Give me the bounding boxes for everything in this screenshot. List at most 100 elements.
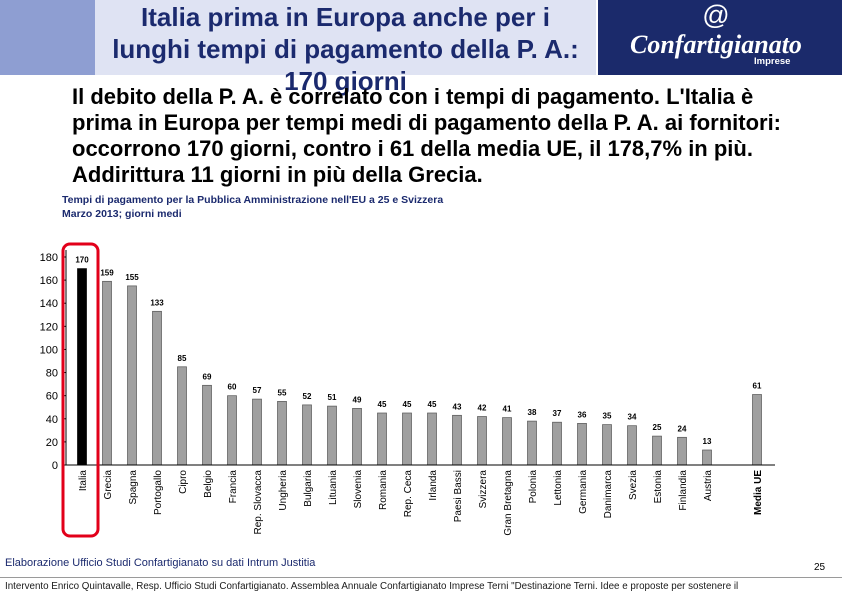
value-label-italia: 170 bbox=[75, 256, 89, 265]
logo-tagline: Imprese bbox=[754, 56, 791, 67]
value-label-danimarca: 35 bbox=[603, 412, 612, 421]
chart-heading: Tempi di pagamento per la Pubblica Ammin… bbox=[62, 193, 443, 221]
bar-portogallo bbox=[152, 310, 162, 466]
bar-italia bbox=[77, 268, 87, 466]
value-label-svezia: 34 bbox=[628, 413, 637, 422]
value-label-paesi-bassi: 43 bbox=[453, 402, 462, 411]
bar-grecia bbox=[102, 280, 112, 466]
value-label-irlanda: 45 bbox=[428, 400, 437, 409]
category-label-media-ue: Media UE bbox=[753, 470, 764, 515]
source-note: Elaborazione Ufficio Studi Confartigiana… bbox=[5, 557, 316, 569]
value-label-spagna: 155 bbox=[125, 273, 139, 282]
chart-subtitle: Marzo 2013; giorni medi bbox=[62, 208, 182, 220]
bar-francia bbox=[227, 395, 237, 466]
slide-title-line-2: lunghi tempi di pagamento della P. A.: bbox=[112, 34, 579, 64]
category-label-irlanda: Irlanda bbox=[428, 470, 439, 501]
value-label-grecia: 159 bbox=[100, 268, 114, 277]
bar-paesi-bassi bbox=[452, 414, 462, 466]
y-tick-label-140: 140 bbox=[40, 298, 58, 310]
category-label-ungheria: Ungheria bbox=[278, 470, 289, 511]
value-label-gran-bretagna: 41 bbox=[503, 405, 512, 414]
page-number: 25 bbox=[814, 562, 826, 573]
bar-svizzera bbox=[477, 416, 487, 466]
body-line-1: Il debito della P. A. è correlato con i … bbox=[72, 84, 754, 109]
category-label-francia: Francia bbox=[228, 470, 239, 504]
category-label-grecia: Grecia bbox=[103, 470, 114, 500]
slide-title: Italia prima in Europa anche per i lungh… bbox=[95, 1, 596, 97]
bar-estonia bbox=[652, 435, 662, 466]
y-tick-label-120: 120 bbox=[40, 321, 58, 333]
category-label-austria: Austria bbox=[703, 470, 714, 502]
y-tick-label-40: 40 bbox=[46, 414, 58, 426]
bar-media-ue bbox=[752, 394, 762, 466]
category-label-svezia: Svezia bbox=[628, 470, 639, 500]
value-label-austria: 13 bbox=[703, 437, 712, 446]
value-label-media-ue: 61 bbox=[753, 382, 762, 391]
category-label-rep-ceca: Rep. Ceca bbox=[403, 470, 414, 518]
highlight-box bbox=[61, 242, 100, 538]
bar-gran-bretagna bbox=[502, 417, 512, 466]
value-label-germania: 36 bbox=[578, 410, 587, 419]
category-label-finlandia: Finlandia bbox=[678, 470, 689, 511]
category-label-svizzera: Svizzera bbox=[478, 470, 489, 509]
value-label-estonia: 25 bbox=[653, 423, 662, 432]
category-label-spagna: Spagna bbox=[128, 470, 139, 505]
value-label-bulgaria: 52 bbox=[303, 392, 312, 401]
slide-title-line-1: Italia prima in Europa anche per i bbox=[141, 2, 550, 32]
value-label-romania: 45 bbox=[378, 400, 387, 409]
body-line-3: occorrono 170 giorni, contro i 61 della … bbox=[72, 136, 753, 161]
category-label-lettonia: Lettonia bbox=[553, 470, 564, 506]
category-label-belgio: Belgio bbox=[203, 470, 214, 498]
category-label-estonia: Estonia bbox=[653, 470, 664, 504]
body-text: Il debito della P. A. è correlato con i … bbox=[72, 84, 781, 188]
bar-rep-ceca bbox=[402, 412, 412, 466]
value-label-portogallo: 133 bbox=[150, 298, 164, 307]
y-tick-label-100: 100 bbox=[40, 344, 58, 356]
value-label-finlandia: 24 bbox=[678, 424, 687, 433]
bar-ungheria bbox=[277, 401, 287, 466]
bar-romania bbox=[377, 412, 387, 466]
bar-spagna bbox=[127, 285, 137, 466]
bar-lituania bbox=[327, 405, 337, 466]
footer-text: Intervento Enrico Quintavalle, Resp. Uff… bbox=[5, 581, 739, 592]
bar-germania bbox=[577, 423, 587, 466]
category-label-polonia: Polonia bbox=[528, 470, 539, 504]
bar-rep-slovacca bbox=[252, 398, 262, 466]
value-label-rep-ceca: 45 bbox=[403, 400, 412, 409]
value-label-belgio: 69 bbox=[203, 372, 212, 381]
category-label-romania: Romania bbox=[378, 470, 389, 510]
logo-at-icon: @ bbox=[702, 0, 730, 30]
category-label-italia: Italia bbox=[78, 470, 89, 492]
y-tick-label-0: 0 bbox=[52, 460, 58, 472]
bar-belgio bbox=[202, 384, 212, 466]
body-line-2: prima in Europa per tempi medi di pagame… bbox=[72, 110, 782, 135]
value-label-polonia: 38 bbox=[528, 408, 537, 417]
category-label-cipro: Cipro bbox=[178, 470, 189, 494]
value-label-svizzera: 42 bbox=[478, 404, 487, 413]
category-label-bulgaria: Bulgaria bbox=[303, 470, 314, 507]
category-label-paesi-bassi: Paesi Bassi bbox=[453, 470, 464, 522]
bar-chart: 0 20 40 60 80 100 120 140 160 180 170 Italia 159 Grec… bbox=[40, 242, 775, 538]
bar-finlandia bbox=[677, 436, 687, 466]
y-tick-label-80: 80 bbox=[46, 368, 58, 380]
value-label-ungheria: 55 bbox=[278, 388, 287, 397]
category-label-germania: Germania bbox=[578, 470, 589, 514]
category-label-slovenia: Slovenia bbox=[353, 470, 364, 509]
header-left-strip bbox=[0, 0, 95, 75]
category-label-lituania: Lituania bbox=[328, 470, 339, 505]
y-tick-label-20: 20 bbox=[46, 437, 58, 449]
value-label-lettonia: 37 bbox=[553, 409, 562, 418]
slide-title-line-3: 170 giorni bbox=[284, 66, 407, 96]
category-label-portogallo: Portogallo bbox=[153, 470, 164, 515]
bar-danimarca bbox=[602, 424, 612, 466]
y-tick-label-160: 160 bbox=[40, 275, 58, 287]
logo-wordmark: Confartigianato bbox=[630, 30, 802, 59]
bar-austria bbox=[702, 449, 712, 466]
title-banner bbox=[95, 0, 596, 75]
bar-svezia bbox=[627, 425, 637, 466]
logo-box bbox=[598, 0, 842, 75]
bar-lettonia bbox=[552, 421, 562, 466]
value-label-slovenia: 49 bbox=[353, 395, 362, 404]
category-label-rep-slovacca: Rep. Slovacca bbox=[253, 470, 264, 535]
